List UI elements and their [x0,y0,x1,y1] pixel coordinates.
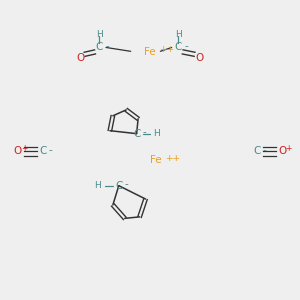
Text: H: H [94,181,101,190]
Text: C: C [115,181,122,191]
Text: Fe: Fe [150,155,162,165]
Text: O: O [76,53,84,63]
Text: Fe: Fe [144,47,156,57]
Text: +: + [286,144,292,153]
Text: C: C [253,146,261,157]
Text: H: H [175,30,181,39]
Text: O: O [278,146,286,157]
Text: O: O [14,146,22,157]
Text: C: C [133,129,140,139]
Text: C: C [175,43,182,52]
Text: +: + [21,144,28,153]
Text: ++: ++ [165,154,180,163]
Text: C: C [39,146,47,157]
Text: -: - [143,127,146,137]
Text: H: H [153,129,160,138]
Text: -: - [125,179,129,189]
Text: -: - [49,145,52,155]
Text: H: H [96,30,103,39]
Text: C: C [96,43,103,52]
Text: O: O [195,53,203,63]
Text: -: - [262,145,266,155]
Text: ++: ++ [159,45,174,54]
Text: -: - [106,41,110,51]
Text: -: - [184,41,188,51]
